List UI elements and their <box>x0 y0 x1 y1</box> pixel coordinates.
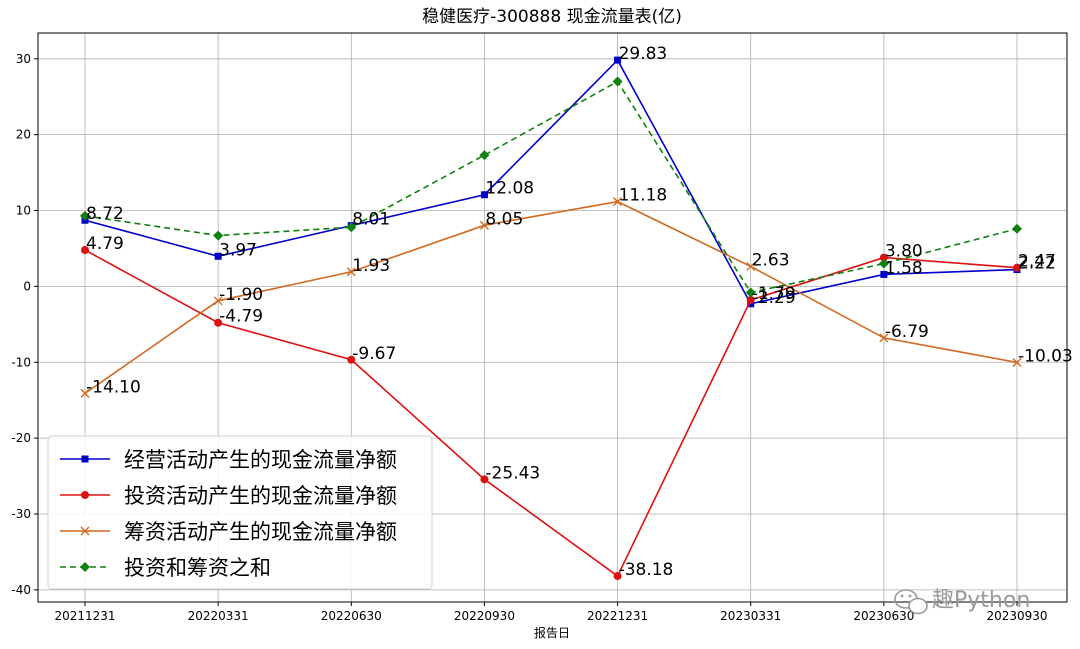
watermark: 趣Python <box>894 588 1030 615</box>
data-point <box>80 388 90 398</box>
data-label: 11.18 <box>619 186 668 206</box>
chart-title: 稳健医疗-300888 现金流量表(亿) <box>422 7 682 27</box>
data-point <box>745 287 756 298</box>
data-point <box>612 76 623 87</box>
data-point <box>346 222 357 233</box>
y-axis: 30 20 10 0 -10 -20 -30 -40 <box>11 52 38 597</box>
legend-marker <box>80 562 90 572</box>
data-label: -4.79 <box>219 307 263 327</box>
data-label: 3.80 <box>885 242 923 262</box>
y-tick-label: 10 <box>16 204 31 218</box>
data-point <box>214 318 223 327</box>
x-tick-label: 20221231 <box>587 609 648 623</box>
x-tick-label: 20230331 <box>720 609 781 623</box>
data-label: -25.43 <box>485 463 540 483</box>
data-point <box>878 258 889 269</box>
legend-label: 投资活动产生的现金流量净额 <box>124 484 397 508</box>
wechat-icon <box>894 589 928 615</box>
data-point <box>480 475 489 484</box>
data-label: 8.01 <box>352 210 390 230</box>
data-labels: 8.72 3.97 8.01 12.08 29.83 -2.29 1.58 2.22 4.79 -… <box>86 44 1073 580</box>
x-axis: 20211231 20220331 20220630 20220930 20221231… <box>54 602 1048 623</box>
data-point <box>614 56 622 64</box>
data-point <box>81 246 89 255</box>
y-tick-label: 30 <box>16 52 31 66</box>
data-label: 8.72 <box>86 204 124 224</box>
data-label: 4.79 <box>86 234 124 254</box>
data-label: 1.93 <box>352 256 390 276</box>
x-tick-label: 20211231 <box>54 609 115 623</box>
watermark-text: 趣Python <box>932 588 1030 613</box>
data-label: 2.47 <box>1018 252 1056 272</box>
series-1 <box>81 56 1021 308</box>
data-label: -14.10 <box>86 377 141 397</box>
data-label: 8.05 <box>485 209 523 229</box>
data-point <box>1012 357 1022 367</box>
x-axis-label: 报告日 <box>534 625 570 640</box>
data-point <box>880 270 888 278</box>
data-point <box>213 296 223 306</box>
data-point <box>879 333 889 343</box>
data-point <box>1013 263 1021 272</box>
y-tick-label: -30 <box>11 507 31 521</box>
series-line <box>84 80 1018 294</box>
data-label: -9.67 <box>352 344 396 364</box>
data-point <box>214 252 222 260</box>
data-label: -2.29 <box>752 288 796 308</box>
x-tick-label: 20220630 <box>321 609 382 623</box>
data-point <box>213 230 224 241</box>
series-4 <box>80 76 1022 298</box>
y-tick-label: 0 <box>23 279 31 293</box>
series-line <box>84 249 1018 578</box>
legend-label: 筹资活动产生的现金流量净额 <box>124 520 397 544</box>
x-tick-label: 20230930 <box>986 609 1047 623</box>
data-label: 2.22 <box>1018 254 1056 274</box>
data-point <box>80 210 90 221</box>
data-label: 1.58 <box>885 258 923 278</box>
data-point <box>479 150 490 161</box>
data-point <box>746 295 755 304</box>
data-label: -38.18 <box>619 560 674 580</box>
data-point <box>347 355 356 364</box>
legend-label: 投资和筹资之和 <box>124 556 271 580</box>
x-tick-label: 20220930 <box>454 609 515 623</box>
data-label: -1.90 <box>219 285 263 305</box>
x-tick-label: 20220331 <box>188 609 249 623</box>
y-tick-label: -40 <box>11 583 31 597</box>
data-label: 3.97 <box>219 240 257 260</box>
series-line <box>84 58 1018 305</box>
data-point <box>613 197 623 207</box>
data-point <box>346 267 356 277</box>
series-3 <box>80 197 1022 398</box>
data-label: 29.83 <box>619 44 668 64</box>
legend: 经营活动产生的现金流量净额投资活动产生的现金流量净额筹资活动产生的现金流量净额投… <box>47 435 433 590</box>
data-point <box>879 253 888 262</box>
data-label: 2.63 <box>752 250 790 270</box>
legend-marker <box>81 455 89 463</box>
y-tick-label: -20 <box>11 431 31 445</box>
data-label: -10.03 <box>1018 346 1073 366</box>
series-lines <box>80 56 1022 581</box>
legend-label: 经营活动产生的现金流量净额 <box>124 448 397 472</box>
legend-marker <box>81 491 89 499</box>
data-point <box>479 220 489 230</box>
legend-marker <box>80 526 90 536</box>
data-label: -1.79 <box>752 284 796 304</box>
data-point <box>1012 223 1022 234</box>
series-2 <box>81 246 1021 581</box>
series-line <box>84 200 1018 395</box>
y-tick-label: -10 <box>11 355 31 369</box>
legend-box <box>47 435 433 590</box>
data-label: 12.08 <box>485 179 534 199</box>
data-point <box>746 261 756 271</box>
data-label: -6.79 <box>885 322 929 342</box>
data-point <box>480 191 488 199</box>
y-tick-label: 20 <box>16 128 31 142</box>
x-tick-label: 20230630 <box>853 609 914 623</box>
data-point <box>613 572 622 581</box>
plot-frame <box>37 32 1068 603</box>
